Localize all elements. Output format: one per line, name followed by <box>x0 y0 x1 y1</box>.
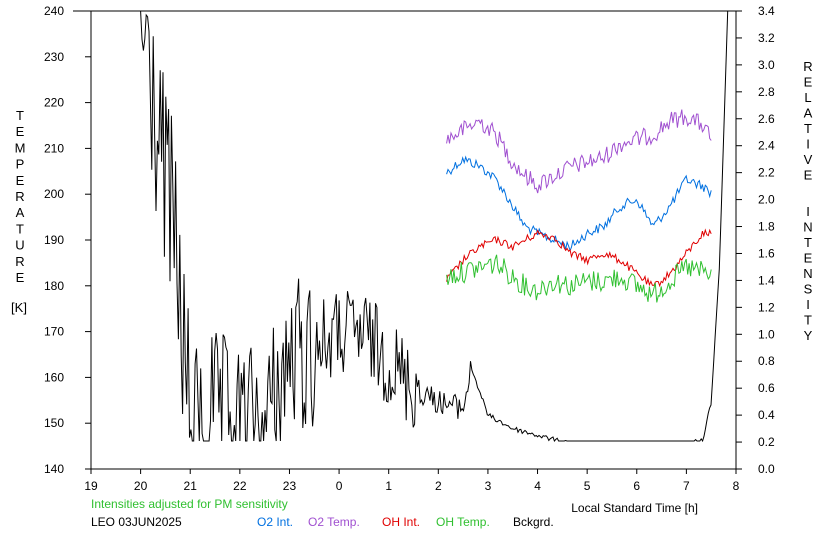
right-tick-label: 2.4 <box>758 139 775 153</box>
legend-item-o2-int: O2 Int. <box>257 515 293 529</box>
left-tick-label: 210 <box>44 141 64 155</box>
left-axis-ticks: 140 150 160 170 180 190 200 210 220 230 240 <box>44 4 91 476</box>
left-label-letter: T <box>16 221 24 236</box>
x-tick-label: 2 <box>435 479 442 493</box>
x-tick-label: 21 <box>184 479 198 493</box>
series-layer <box>140 10 729 443</box>
right-label-letter: I <box>806 204 810 219</box>
legend-item-o2-temp: O2 Temp. <box>308 515 360 529</box>
left-label-letter: E <box>16 270 25 285</box>
left-tick-label: 190 <box>44 233 64 247</box>
right-label-letter: T <box>804 235 812 250</box>
right-label-letter: R <box>803 59 812 74</box>
right-tick-label: 3.4 <box>758 4 775 18</box>
left-tick-label: 170 <box>44 325 64 339</box>
right-tick-label: 1.2 <box>758 300 775 314</box>
right-tick-label: 2.6 <box>758 112 775 126</box>
left-tick-label: 240 <box>44 4 64 18</box>
pm-sensitivity-note: Intensities adjusted for PM sensitivity <box>91 497 288 511</box>
left-tick-label: 180 <box>44 279 64 293</box>
x-tick-label: 4 <box>534 479 541 493</box>
right-tick-label: 0.6 <box>758 381 775 395</box>
left-label-letter: P <box>16 157 25 172</box>
left-tick-label: 160 <box>44 370 64 384</box>
right-label-letter: Y <box>804 328 813 343</box>
right-tick-label: 2.8 <box>758 85 775 99</box>
right-tick-label: 1.4 <box>758 273 775 287</box>
legend: O2 Int. O2 Temp. OH Int. OH Temp. Bckgrd. <box>257 515 554 529</box>
right-tick-label: 0.0 <box>758 462 775 476</box>
right-tick-label: 1.8 <box>758 220 775 234</box>
x-axis-ticks: 19 20 21 22 23 0 1 2 3 4 5 6 7 8 <box>84 469 740 493</box>
right-tick-label: 0.4 <box>758 408 775 422</box>
right-tick-label: 3.2 <box>758 31 775 45</box>
left-label-letter: R <box>15 189 24 204</box>
left-tick-label: 220 <box>44 96 64 110</box>
x-tick-label: 3 <box>485 479 492 493</box>
series-line-bckgrd <box>140 10 729 443</box>
right-label-letter: E <box>804 168 813 183</box>
series-line-o2-temp <box>446 109 712 194</box>
x-tick-label: 22 <box>233 479 247 493</box>
right-tick-label: 0.8 <box>758 354 775 368</box>
left-tick-label: 150 <box>44 416 64 430</box>
right-tick-label: 0.2 <box>758 435 775 449</box>
right-label-letter: E <box>804 251 813 266</box>
x-tick-label: 23 <box>283 479 297 493</box>
x-tick-label: 1 <box>385 479 392 493</box>
series-line-oh-temp <box>446 254 712 303</box>
right-label-letter: A <box>804 106 813 121</box>
x-tick-label: 6 <box>633 479 640 493</box>
left-tick-label: 140 <box>44 462 64 476</box>
legend-item-oh-int: OH Int. <box>382 515 420 529</box>
legend-item-bckgrd: Bckgrd. <box>513 515 554 529</box>
x-tick-label: 0 <box>336 479 343 493</box>
x-tick-label: 5 <box>584 479 591 493</box>
left-label-letter: T <box>16 108 24 123</box>
legend-item-oh-temp: OH Temp. <box>436 515 490 529</box>
right-tick-label: 2.0 <box>758 193 775 207</box>
right-label-letter: N <box>803 266 812 281</box>
station-date: LEO 03JUN2025 <box>91 515 182 529</box>
right-label-letter: I <box>806 297 810 312</box>
x-axis-label: Local Standard Time [h] <box>571 501 698 515</box>
right-label-letter: S <box>804 282 813 297</box>
series-line-oh-int <box>446 228 712 288</box>
x-tick-label: 20 <box>134 479 148 493</box>
right-label-letter: N <box>803 220 812 235</box>
right-tick-label: 3.0 <box>758 58 775 72</box>
x-tick-label: 8 <box>733 479 740 493</box>
x-tick-label: 7 <box>683 479 690 493</box>
right-label-letter: L <box>804 90 811 105</box>
right-label-letter: I <box>806 137 810 152</box>
right-axis-ticks: 0.0 0.2 0.4 0.6 0.8 1.0 1.2 1.4 1.6 1.8 2.0 2.2 2.4 2… <box>736 4 775 476</box>
left-label-letter: A <box>16 205 25 220</box>
left-label-letter: M <box>15 140 26 155</box>
right-tick-label: 2.2 <box>758 166 775 180</box>
left-label-letter: E <box>16 124 25 139</box>
right-tick-label: 1.6 <box>758 246 775 260</box>
right-label-letter: E <box>804 75 813 90</box>
left-label-letter: E <box>16 173 25 188</box>
right-tick-label: 1.0 <box>758 327 775 341</box>
x-tick-label: 19 <box>84 479 98 493</box>
right-label-letter: V <box>804 152 813 167</box>
left-tick-label: 230 <box>44 50 64 64</box>
left-label-letter: R <box>15 254 24 269</box>
right-label-letter: T <box>804 313 812 328</box>
right-label-letter: T <box>804 121 812 136</box>
left-label-letter: U <box>15 238 24 253</box>
left-tick-label: 200 <box>44 187 64 201</box>
left-axis-unit: [K] <box>11 300 27 315</box>
series-line-o2-int <box>446 155 712 253</box>
plot-frame <box>90 10 737 470</box>
